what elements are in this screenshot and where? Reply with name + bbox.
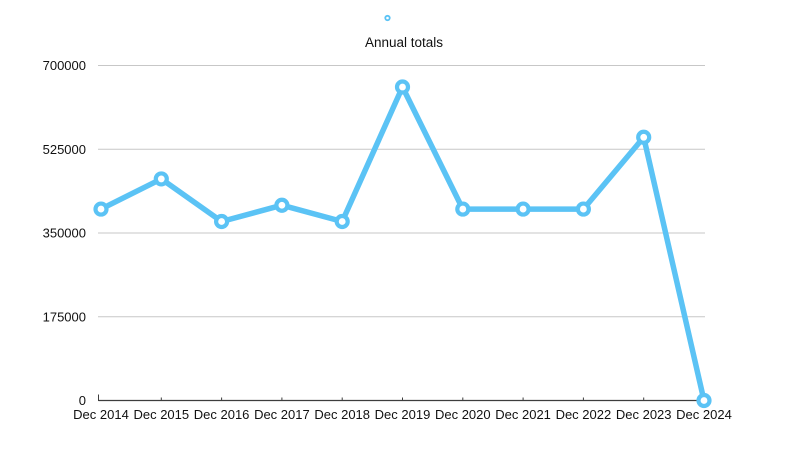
y-tick-label-175000: 175000 [43,309,86,324]
x-axis-labels: Dec 2014 Dec 2015 Dec 2016 Dec 2017 Dec 2018… [73,407,732,422]
gridlines-layer [98,65,705,318]
x-axis-layer [98,394,705,402]
data-point-dec-2022[interactable] [575,201,592,217]
y-axis-labels: 0 175000 350000 525000 700000 [43,58,86,408]
x-tick-label-dec-2022: Dec 2022 [556,407,612,422]
data-point-dec-2015[interactable] [153,171,169,187]
x-tick-label-dec-2024: Dec 2024 [676,407,732,422]
data-point-dec-2014[interactable] [93,201,109,217]
legend-series-marker-icon[interactable] [384,14,391,22]
y-tick-label-0: 0 [79,393,86,408]
data-point-dec-2016[interactable] [214,213,230,230]
series-annual-totals [93,79,712,409]
y-tick-label-700000: 700000 [43,58,86,73]
x-tick-label-dec-2017: Dec 2017 [254,407,310,422]
x-tick-label-dec-2021: Dec 2021 [495,407,551,422]
x-tick-label-dec-2018: Dec 2018 [314,407,370,422]
y-tick-label-525000: 525000 [43,142,86,157]
data-point-dec-2024[interactable] [696,392,712,409]
data-point-dec-2020[interactable] [455,201,471,217]
x-tick-label-dec-2023: Dec 2023 [616,407,672,422]
x-tick-label-dec-2016: Dec 2016 [194,407,250,422]
data-point-dec-2017[interactable] [274,197,290,213]
series-line-annual-totals [98,84,707,404]
x-tick-label-dec-2020: Dec 2020 [435,407,491,422]
x-tick-label-dec-2014: Dec 2014 [73,407,129,422]
data-point-dec-2021[interactable] [515,201,531,217]
data-point-dec-2023[interactable] [636,129,652,145]
data-point-dec-2019[interactable] [394,79,411,95]
y-tick-label-350000: 350000 [43,226,86,241]
x-tick-label-dec-2019: Dec 2019 [375,407,431,422]
chart-title: Annual totals [365,35,443,50]
x-tick-label-dec-2015: Dec 2015 [133,407,189,422]
data-point-dec-2018[interactable] [334,213,350,230]
